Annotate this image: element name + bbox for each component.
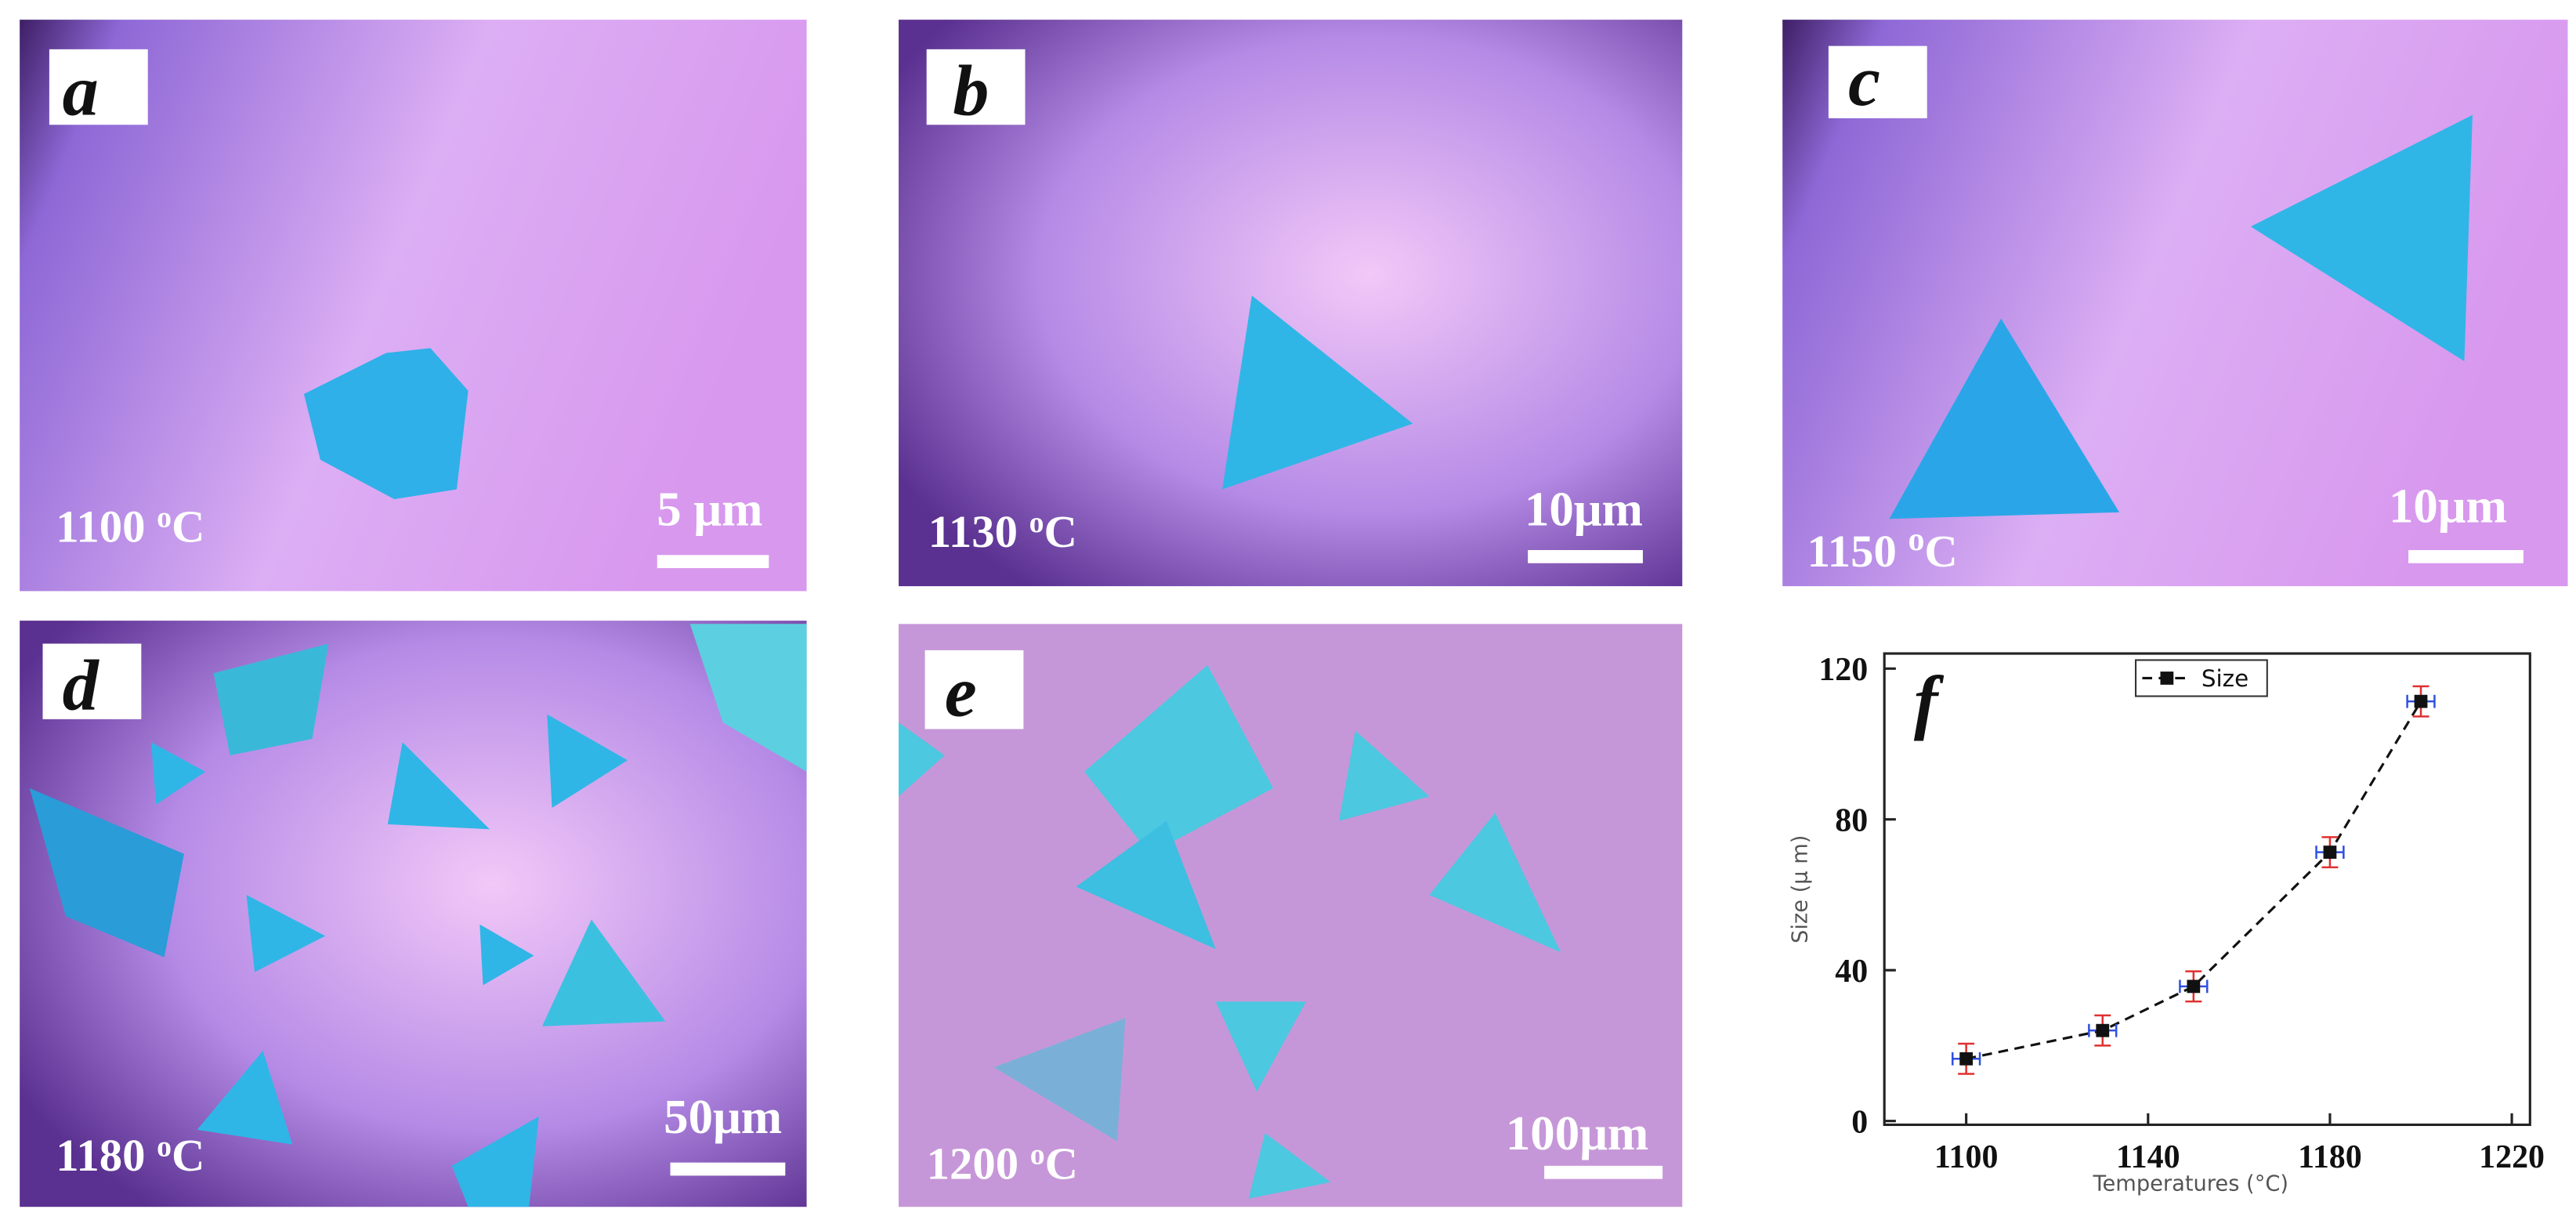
crystal: [150, 742, 206, 805]
scale-label: 100μm: [1506, 1106, 1648, 1160]
crystal: [246, 895, 326, 972]
temp: 1130: [928, 506, 1029, 557]
temp: 1200: [927, 1139, 1030, 1189]
scale-bar: [657, 555, 769, 569]
point: [2414, 694, 2428, 708]
panel-e: e 1200 oC 100μm: [899, 624, 1683, 1207]
unit: C: [172, 501, 204, 552]
crystal: [689, 624, 807, 772]
scale-bar: [670, 1162, 786, 1176]
crystal: [1222, 295, 1413, 490]
sup: o: [1030, 1139, 1045, 1171]
temperature: 1200 oC: [927, 1139, 1078, 1189]
crystal: [547, 714, 628, 809]
temp: 1150: [1807, 526, 1908, 577]
scale-bar: [1544, 1165, 1663, 1179]
crystal: [197, 1051, 293, 1145]
label-box: [42, 643, 142, 719]
plot-frame: [1883, 652, 2531, 1127]
label-box: [926, 49, 1026, 125]
crystal: [1076, 820, 1216, 950]
x-axis-label: Temperatures (°C): [2093, 1171, 2288, 1196]
y-tick-label: 0: [1851, 1104, 1868, 1140]
panel-label: c: [1848, 41, 1880, 121]
temperature: 1180 oC: [56, 1130, 204, 1181]
chart: 0 40 80 120 1100 1140 1180 1220 Temperatures (°C…: [1789, 652, 2545, 1196]
x-tick-label: 1100: [1934, 1139, 1999, 1175]
crystal: [541, 919, 666, 1026]
crystal: [899, 722, 945, 797]
panel-b: b 1130 oC 10μm: [899, 20, 1683, 587]
temp: 1180: [56, 1130, 157, 1181]
crystal: [479, 924, 534, 986]
scale-label: 10μm: [2389, 478, 2507, 533]
y-tick-label: 80: [1835, 802, 1868, 838]
unit: C: [1924, 526, 1957, 577]
crystal: [1248, 1132, 1331, 1199]
temperature: 1130 oC: [928, 506, 1077, 557]
panel-label: f: [1914, 661, 1945, 741]
point: [2096, 1023, 2110, 1037]
sup: o: [157, 1130, 172, 1163]
temperature: 1100 oC: [56, 501, 204, 552]
crystal: [1889, 318, 2120, 519]
panel-c: c 1150 oC 10μm: [1782, 20, 2568, 587]
x-tick-label: 1180: [2298, 1139, 2362, 1175]
series-line: [1966, 701, 2422, 1060]
legend-label: Size: [2202, 665, 2249, 692]
y-tick-label: 40: [1835, 954, 1868, 990]
crystal: [1339, 730, 1430, 821]
crystal: [213, 643, 329, 755]
label-box: [924, 650, 1024, 729]
y-axis-label: Size (μ m): [1789, 835, 1813, 943]
crystal: [1429, 813, 1561, 953]
point: [2187, 979, 2201, 994]
panel-label: d: [63, 645, 100, 725]
scale-label: 10μm: [1525, 482, 1643, 537]
crystal: [1084, 664, 1274, 854]
unit: C: [1044, 506, 1076, 557]
crystal: [29, 787, 184, 958]
scale-label: 50μm: [664, 1089, 782, 1144]
label-box: [1828, 45, 1927, 118]
crystal: [1215, 1001, 1307, 1092]
point: [1959, 1052, 1974, 1066]
micrograph: [899, 20, 1683, 587]
temp: 1100: [56, 501, 157, 552]
panel-a: a 1100 oC 5 μm: [20, 20, 807, 592]
legend-marker: [2160, 672, 2174, 685]
crystal: [2250, 114, 2473, 362]
panel-label: b: [953, 51, 989, 131]
y-tick-label: 120: [1818, 652, 1868, 688]
panel-d: d 1180 oC 50μm: [20, 621, 807, 1207]
scale-bar: [1528, 550, 1643, 563]
scale-label: 5 μm: [657, 482, 762, 537]
label-box: [49, 49, 148, 125]
sup: o: [1908, 522, 1924, 558]
point: [2323, 845, 2337, 859]
scale-bar: [2408, 550, 2524, 563]
crystal: [303, 348, 469, 500]
crystal: [993, 1018, 1126, 1142]
unit: C: [1045, 1139, 1078, 1189]
panel-label: e: [945, 652, 977, 732]
x-tick-label: 1140: [2116, 1139, 2180, 1175]
temperature: 1150 oC: [1807, 522, 1958, 577]
crystal: [387, 742, 490, 830]
sup: o: [1029, 506, 1044, 539]
crystal: [451, 1116, 539, 1207]
panel-label: a: [63, 51, 99, 131]
micrograph: [899, 624, 1683, 1207]
sup: o: [157, 501, 172, 534]
unit: C: [172, 1130, 204, 1181]
legend-box: [2134, 659, 2268, 697]
x-tick-label: 1220: [2479, 1139, 2545, 1175]
